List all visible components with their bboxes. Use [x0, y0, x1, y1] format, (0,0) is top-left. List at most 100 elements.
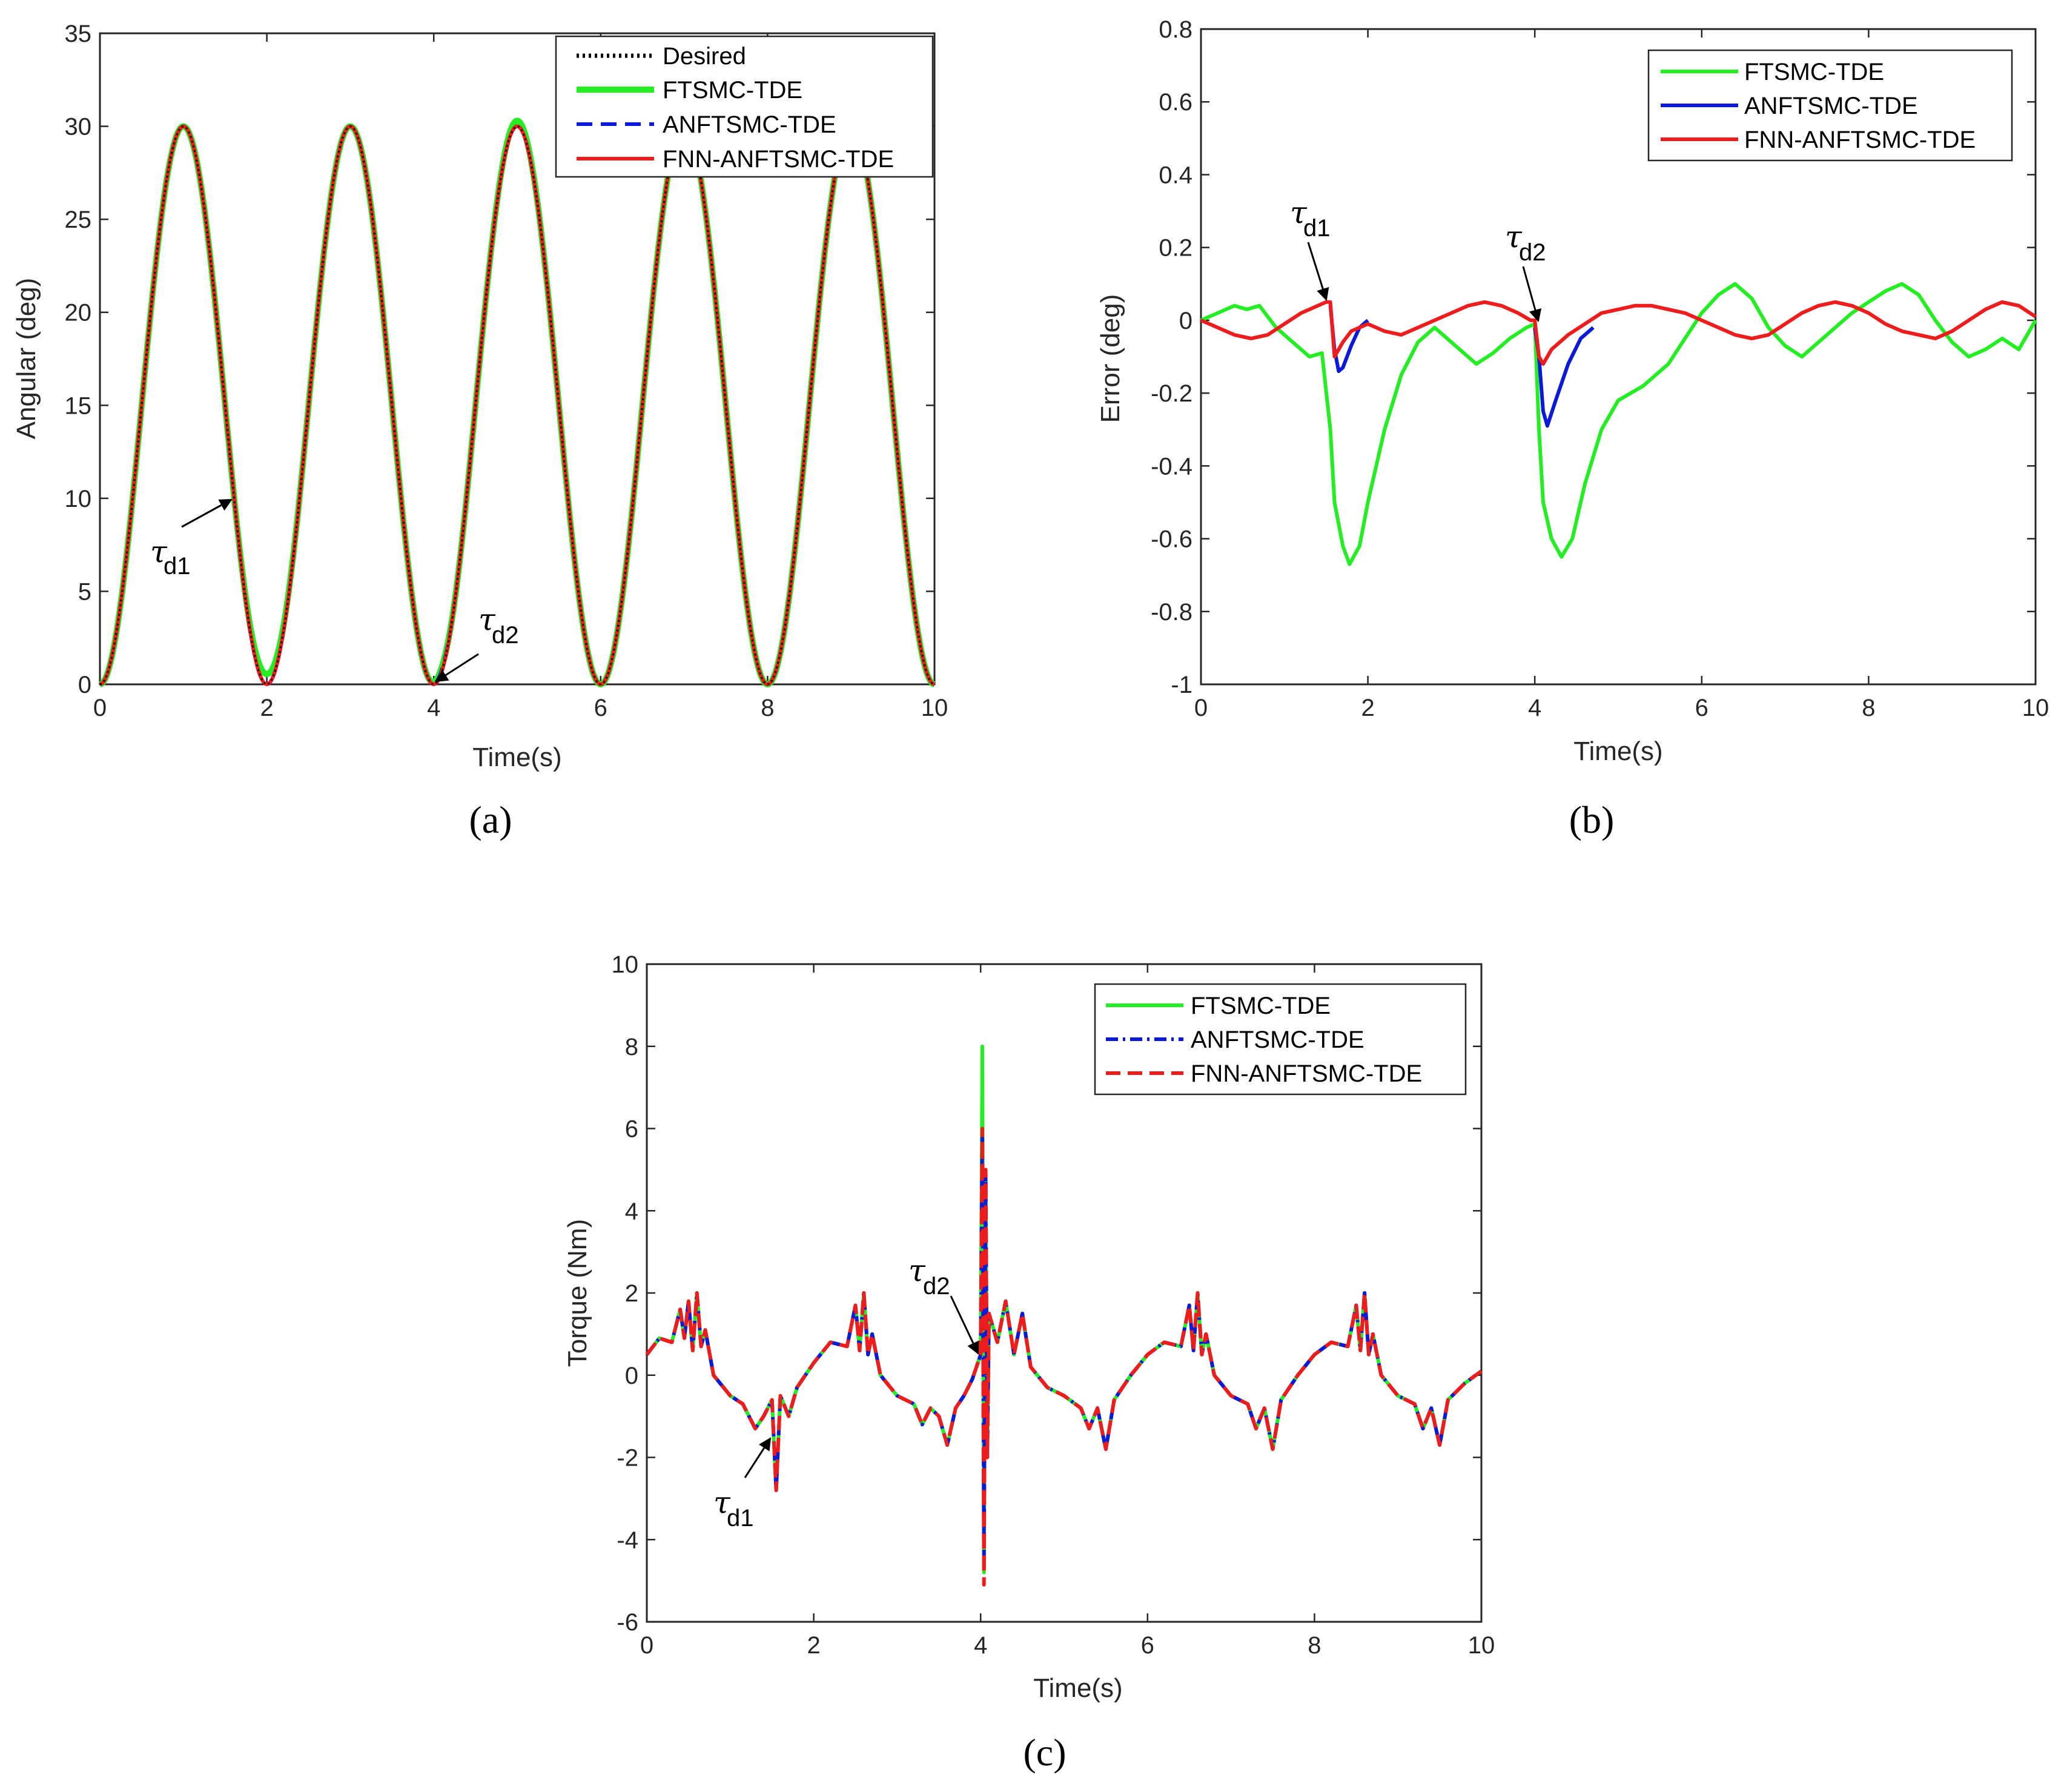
- y-tick-label-c: -2: [617, 1445, 638, 1472]
- arrow-tau-d1-b: [1307, 242, 1329, 302]
- x-tick-label-c: 0: [640, 1632, 653, 1659]
- y-tick-label-a: 15: [65, 392, 92, 419]
- arrow-tau-d2-c: [950, 1295, 979, 1355]
- x-axis-label-c: Time(s): [1033, 1673, 1122, 1703]
- tau-sub-d2-c: d2: [923, 1273, 950, 1300]
- x-tick-label-a: 6: [594, 695, 607, 721]
- y-tick-label-b: -0.4: [1151, 453, 1192, 480]
- caption-a: (a): [469, 798, 512, 841]
- caption-c: (c): [1023, 1731, 1066, 1774]
- y-tick-label-a: 0: [78, 672, 91, 698]
- x-tick-label-a: 10: [921, 695, 948, 721]
- y-tick-label-c: -6: [617, 1609, 638, 1636]
- y-tick-label-b: 0: [1179, 308, 1192, 334]
- y-tick-label-c: 2: [625, 1280, 638, 1307]
- y-tick-label-c: 8: [625, 1034, 638, 1060]
- legend-label-fnn-b: FNN-ANFTSMC-TDE: [1744, 127, 1976, 153]
- y-tick-label-b: -1: [1171, 672, 1192, 698]
- legend-label-anftsmc-a: ANFTSMC-TDE: [663, 111, 836, 138]
- panel-c: 0 2 4 6 8 10 -6 -4 -2 0 2 4 6 8 10 Time(s) Torque (Nm)…: [563, 951, 1495, 1774]
- series-line-ftsmc-tde-b: [1200, 282, 2037, 566]
- x-tick-label-c: 4: [974, 1632, 987, 1659]
- tau-symbol-d1-b: τ: [1290, 195, 1308, 230]
- x-tick-label-c: 2: [807, 1632, 820, 1659]
- x-tick-label-c: 6: [1141, 1632, 1154, 1659]
- panel-a: 0 2 4 6 8 10 0 5 10 15 20 25 30 35 Time(s) Angular (d…: [12, 21, 948, 841]
- series-line-fnn-anftsmc-tde-a: [99, 124, 935, 687]
- annotation-tau-d2-b: τ d2: [1505, 219, 1546, 323]
- y-tick-label-a: 5: [78, 578, 91, 605]
- legend-label-fnn-a: FNN-ANFTSMC-TDE: [663, 146, 894, 173]
- legend-box-a: [555, 35, 934, 178]
- annotation-tau-d2-c: τ d2: [908, 1253, 979, 1355]
- series-group-a: [99, 117, 936, 688]
- tau-symbol-d2-b: τ: [1505, 219, 1523, 254]
- legend-label-anftsmc-b: ANFTSMC-TDE: [1744, 93, 1918, 119]
- legend-label-anftsmc-c: ANFTSMC-TDE: [1191, 1027, 1364, 1053]
- y-tick-label-c: 6: [625, 1116, 638, 1143]
- arrow-tau-d2-b: [1522, 266, 1542, 323]
- y-tick-label-b: 0.2: [1159, 235, 1192, 262]
- legend-label-ftsmc-a: FTSMC-TDE: [663, 77, 802, 104]
- x-tick-label-b: 6: [1695, 695, 1708, 721]
- legend-label-ftsmc-b: FTSMC-TDE: [1744, 59, 1884, 85]
- x-axis-label-a: Time(s): [472, 742, 561, 772]
- arrow-tau-d2-a: [435, 653, 479, 683]
- tick-marks-b: 0 2 4 6 8 10 -1 -0.8 -0.6 -0.4 -0.2 0 0.2 0.4 0.6 0.8: [1151, 16, 2049, 721]
- arrow-tau-d1-c: [744, 1437, 772, 1478]
- tau-sub-d1-c: d1: [727, 1505, 754, 1532]
- y-tick-label-b: 0.6: [1159, 89, 1192, 116]
- tau-sub-d2-a: d2: [492, 622, 519, 649]
- legend-label-fnn-c: FNN-ANFTSMC-TDE: [1191, 1060, 1422, 1087]
- tau-sub-d2-b: d2: [1519, 239, 1546, 266]
- tau-sub-d1-a: d1: [164, 553, 191, 580]
- y-tick-label-a: 20: [65, 300, 92, 326]
- y-tick-label-c: -4: [617, 1527, 638, 1553]
- y-tick-label-a: 30: [65, 114, 92, 141]
- y-axis-label-a: Angular (deg): [12, 278, 41, 440]
- legend-label-desired: Desired: [663, 43, 746, 70]
- series-group-b: [1200, 282, 2037, 566]
- legend-a: Desired FTSMC-TDE ANFTSMC-TDE FNN-ANFTSM…: [555, 35, 934, 178]
- series-line-fnn-anftsmc-tde-b: [1200, 300, 2037, 366]
- y-tick-label-b: -0.6: [1151, 526, 1192, 553]
- panel-b: 0 2 4 6 8 10 -1 -0.8 -0.6 -0.4 -0.2 0 0.2 0.4 0.6 0.8 T…: [1096, 16, 2049, 841]
- caption-b: (b): [1569, 798, 1615, 841]
- y-tick-label-c: 4: [625, 1198, 638, 1225]
- tau-symbol-d2-c: τ: [908, 1253, 926, 1288]
- tau-sub-d1-b: d1: [1303, 215, 1331, 242]
- y-tick-label-a: 25: [65, 207, 92, 233]
- legend-b: FTSMC-TDE ANFTSMC-TDE FNN-ANFTSMC-TDE: [1647, 49, 2013, 162]
- x-tick-label-a: 4: [427, 695, 440, 721]
- x-tick-label-b: 2: [1361, 695, 1374, 721]
- x-tick-label-b: 8: [1862, 695, 1875, 721]
- x-tick-label-c: 8: [1308, 1632, 1321, 1659]
- y-tick-label-b: 0.8: [1159, 16, 1192, 43]
- series-line-anftsmc-tde-b-2: [1533, 326, 1595, 428]
- x-tick-label-b: 0: [1194, 695, 1208, 721]
- tau-symbol-d1-c: τ: [713, 1485, 731, 1520]
- annotation-tau-d1-a: τ d1: [150, 498, 233, 580]
- arrow-tau-d1-a: [181, 498, 233, 528]
- y-tick-label-a: 35: [65, 21, 92, 47]
- series-group-c: [645, 1044, 1483, 1587]
- y-tick-label-b: -0.8: [1151, 599, 1192, 626]
- y-tick-label-c: 10: [612, 951, 639, 978]
- x-tick-label-a: 2: [260, 695, 273, 721]
- y-tick-label-b: -0.2: [1151, 380, 1192, 407]
- x-tick-label-a: 8: [761, 695, 774, 721]
- y-tick-label-b: 0.4: [1159, 162, 1192, 188]
- series-line-desired-a: [99, 125, 935, 686]
- y-axis-label-b: Error (deg): [1096, 294, 1125, 423]
- annotation-tau-d2-a: τ d2: [435, 602, 519, 683]
- x-axis-label-b: Time(s): [1573, 736, 1662, 766]
- tick-marks-c: 0 2 4 6 8 10 -6 -4 -2 0 2 4 6 8 10: [612, 951, 1495, 1659]
- x-tick-label-b: 4: [1528, 695, 1541, 721]
- series-line-fnn-anftsmc-tde-c: [645, 1126, 1483, 1587]
- annotation-tau-d1-c: τ d1: [713, 1437, 772, 1532]
- x-tick-label-b: 10: [2022, 695, 2049, 721]
- tau-symbol-d2-a: τ: [478, 602, 496, 637]
- x-tick-label-c: 10: [1468, 1632, 1495, 1659]
- y-axis-label-c: Torque (Nm): [563, 1219, 592, 1367]
